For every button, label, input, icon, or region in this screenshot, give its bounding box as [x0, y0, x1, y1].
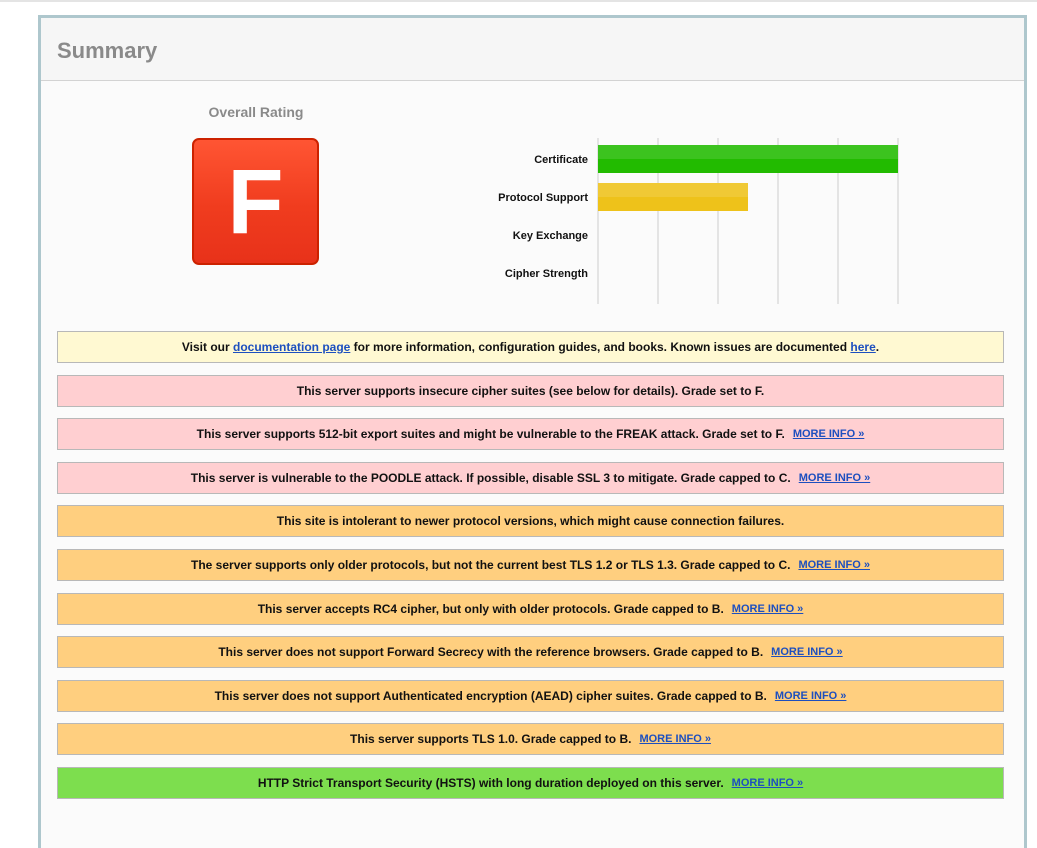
- category-label: Protocol Support: [498, 192, 588, 204]
- x-tick-label: 100: [888, 307, 908, 308]
- notice-text-part: .: [875, 340, 880, 354]
- notice-text: Visit our documentation page for more in…: [182, 340, 879, 354]
- rating-chart-svg: 0 20 40 60 80 100 Certificate Protocol Support K…: [498, 138, 908, 308]
- x-tick-label: 0: [595, 307, 602, 308]
- notice-text: This server supports TLS 1.0. Grade capp…: [350, 732, 632, 746]
- notice-text: This server is vulnerable to the POODLE …: [190, 471, 791, 485]
- known-issues-link[interactable]: here: [850, 340, 876, 354]
- bar-highlight: [598, 183, 748, 197]
- notice-green: HTTP Strict Transport Security (HSTS) wi…: [57, 767, 1004, 799]
- notice-text-part: Visit our: [181, 340, 233, 354]
- more-info-link[interactable]: MORE INFO »: [731, 603, 804, 615]
- notice-orange: The server supports only older protocols…: [57, 549, 1004, 581]
- notice-text: HTTP Strict Transport Security (HSTS) wi…: [257, 776, 724, 790]
- grade-letter: F: [227, 150, 284, 253]
- top-rule: [0, 0, 1037, 2]
- notice-pink: This server is vulnerable to the POODLE …: [57, 462, 1004, 494]
- notice-orange: This server does not support Forward Sec…: [57, 636, 1004, 668]
- more-info-link[interactable]: MORE INFO »: [771, 646, 843, 658]
- more-info-link[interactable]: MORE INFO »: [792, 428, 865, 440]
- notice-text: This site is intolerant to newer protoco…: [276, 514, 785, 528]
- notice-text: This server supports 512-bit export suit…: [196, 427, 785, 441]
- notice-orange: This server does not support Authenticat…: [57, 680, 1004, 712]
- panel-header: Summary: [41, 18, 1024, 81]
- bar-protocol-support: [598, 183, 748, 211]
- notice-orange: This server accepts RC4 cipher, but only…: [57, 593, 1004, 625]
- category-label: Key Exchange: [513, 230, 588, 242]
- notice-text: This server does not support Authenticat…: [214, 689, 767, 703]
- panel-title: Summary: [57, 38, 158, 63]
- more-info-link[interactable]: MORE INFO »: [774, 690, 847, 702]
- documentation-page-link[interactable]: documentation page: [233, 340, 351, 354]
- rating-chart: 0 20 40 60 80 100 Certificate Protocol Support K…: [471, 118, 971, 308]
- more-info-link[interactable]: MORE INFO »: [798, 472, 871, 484]
- x-tick-label: 40: [711, 307, 725, 308]
- notice-orange: This server supports TLS 1.0. Grade capp…: [57, 723, 1004, 755]
- notice-text: This server accepts RC4 cipher, but only…: [257, 602, 724, 616]
- notice-text: This server supports insecure cipher sui…: [296, 384, 765, 398]
- notice-pink: This server supports 512-bit export suit…: [57, 418, 1004, 450]
- notice-pink: This server supports insecure cipher sui…: [57, 375, 1004, 407]
- notice-yellow: Visit our documentation page for more in…: [57, 331, 1004, 363]
- more-info-link[interactable]: MORE INFO »: [798, 559, 870, 571]
- x-tick-label: 60: [771, 307, 785, 308]
- notice-text: This server does not support Forward Sec…: [218, 645, 764, 659]
- category-label: Certificate: [534, 154, 588, 166]
- category-label: Cipher Strength: [505, 268, 588, 280]
- notice-text: The server supports only older protocols…: [191, 558, 791, 572]
- summary-panel: Summary Overall Rating F 0 20 40 60 80 100 Cer…: [38, 15, 1027, 848]
- overall-rating-label: Overall Rating: [208, 104, 304, 120]
- bar-certificate: [598, 145, 898, 173]
- more-info-link[interactable]: MORE INFO »: [731, 777, 804, 789]
- notice-orange: This site is intolerant to newer protoco…: [57, 505, 1004, 537]
- more-info-link[interactable]: MORE INFO »: [639, 733, 711, 745]
- x-tick-label: 80: [831, 307, 845, 308]
- grade-badge: F: [192, 138, 319, 265]
- notice-text-part: for more information, configuration guid…: [350, 340, 851, 354]
- bar-highlight: [598, 145, 898, 159]
- x-tick-label: 20: [651, 307, 665, 308]
